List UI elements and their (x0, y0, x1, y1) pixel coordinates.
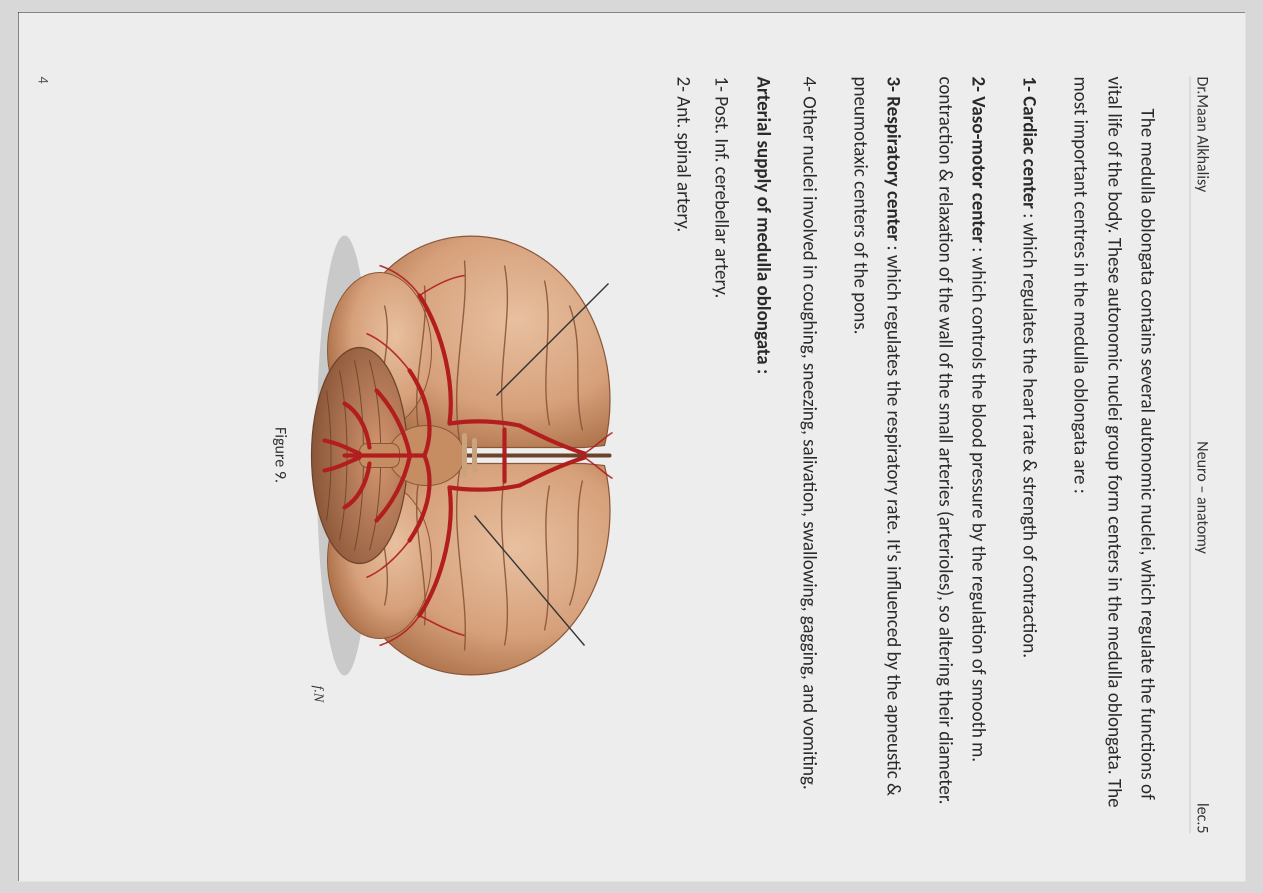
page-border: Dr.Maan Alkhalisy Neuro – anatomy lec.5 … (18, 12, 1245, 881)
arterial-supply-title: Arterial supply of medulla oblongata : (751, 76, 774, 833)
center-4-desc: Other nuclei involved in coughing, sneez… (797, 91, 820, 789)
viewport: Dr.Maan Alkhalisy Neuro – anatomy lec.5 … (0, 0, 1263, 893)
arterial-item-2: 2- Ant. spinal artery. (666, 76, 699, 833)
center-2: 2- Vaso-motor center : which controls th… (928, 76, 995, 833)
page-number: 4 (34, 76, 51, 83)
figure-caption: Figure 9. (270, 76, 289, 833)
center-2-label: 2- Vaso-motor center (966, 76, 989, 242)
brain-illustration: f.N (304, 185, 644, 725)
header-subject: Neuro – anatomy (1192, 441, 1211, 554)
figure-block: f.N Figure 9. (270, 76, 644, 833)
intro-paragraph: The medulla oblongata contains several a… (1063, 76, 1163, 833)
center-1: 1- Cardiac center : which regulates the … (1012, 76, 1045, 833)
arterial-item-1: 1- Post. Inf. cerebellar artery. (704, 76, 737, 833)
center-4-label: 4- (797, 76, 820, 91)
center-4: 4- Other nuclei involved in coughing, sn… (792, 76, 825, 833)
header-author: Dr.Maan Alkhalisy (1192, 76, 1211, 192)
svg-text:f.N: f.N (310, 685, 325, 702)
center-1-desc: : which regulates the heart rate & stren… (1017, 208, 1040, 657)
document-page: Dr.Maan Alkhalisy Neuro – anatomy lec.5 … (18, 12, 1245, 881)
center-1-label: 1- Cardiac center (1017, 76, 1040, 208)
doc-header: Dr.Maan Alkhalisy Neuro – anatomy lec.5 (1189, 76, 1211, 833)
header-lecture: lec.5 (1192, 802, 1211, 833)
center-3-label: 3- Respiratory center (882, 76, 905, 241)
center-3: 3- Respiratory center : which regulates … (843, 76, 910, 833)
